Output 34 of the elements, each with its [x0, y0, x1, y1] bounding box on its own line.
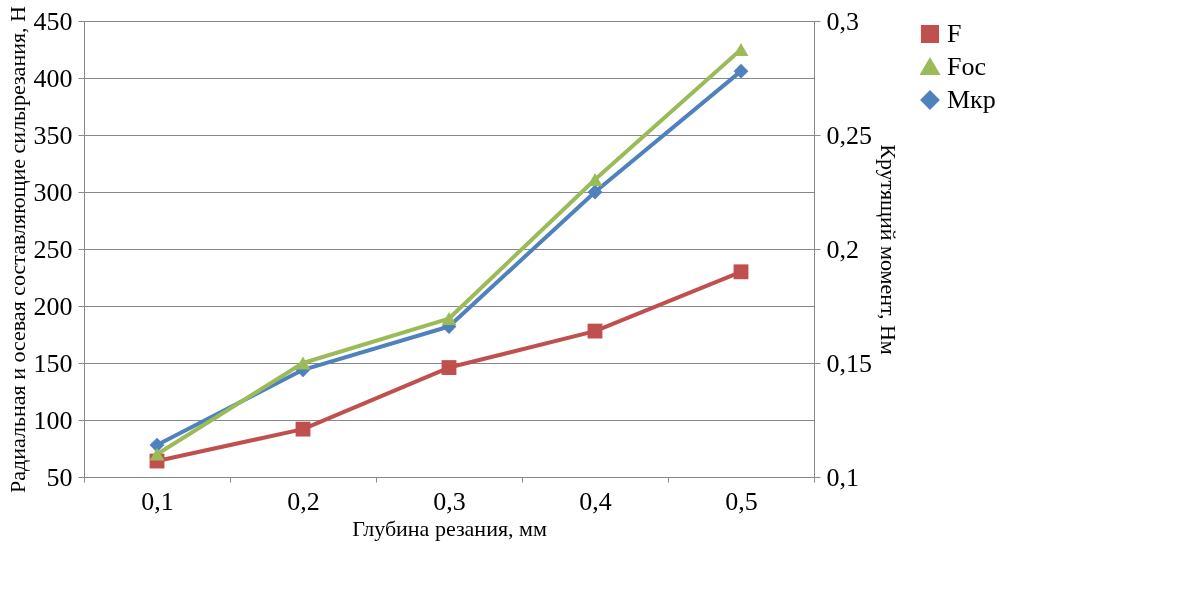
- point: [295, 356, 311, 370]
- y-tick-label: 150: [33, 348, 73, 378]
- point: [441, 312, 457, 325]
- point: [441, 360, 457, 375]
- point: [587, 184, 603, 200]
- point: [733, 264, 749, 280]
- x-tick-label: 0,1: [141, 486, 174, 516]
- y2-tick-label: 0,15: [826, 348, 872, 378]
- x-tick-label: 0,4: [579, 486, 612, 516]
- y-tick-label: 400: [33, 63, 73, 93]
- point: [149, 447, 165, 461]
- y-tick-label: 300: [33, 177, 73, 207]
- y-tick-label: 450: [33, 6, 73, 36]
- x-tick-label: 0,3: [433, 486, 466, 516]
- y-tick-label: 100: [33, 405, 73, 435]
- y-tick-label: 50: [46, 462, 73, 492]
- y-tick-label: 350: [33, 120, 73, 150]
- y2-axis-title: Крутящий момент, Нм: [876, 144, 901, 355]
- point: [587, 173, 603, 186]
- x-axis-title: Глубина резания, мм: [352, 515, 547, 541]
- legend-label: Foc: [947, 52, 986, 81]
- point: [295, 421, 311, 437]
- y2-tick-label: 0,25: [826, 120, 872, 150]
- y-tick-label: 200: [33, 291, 73, 321]
- y2-tick-label: 0,3: [826, 6, 859, 36]
- point: [733, 63, 749, 79]
- legend-label: F: [947, 19, 962, 48]
- y2-tick-label: 0,2: [826, 234, 859, 264]
- x-tick-label: 0,2: [287, 486, 320, 516]
- y-tick-label: 250: [33, 234, 73, 264]
- y2-tick-label: 0,1: [826, 462, 859, 492]
- y-axis-title: Радиальная и осевая составляющие силырезания, Н: [4, 5, 30, 493]
- x-tick-label: 0,5: [725, 486, 758, 516]
- legend-label: Мкр: [947, 85, 996, 114]
